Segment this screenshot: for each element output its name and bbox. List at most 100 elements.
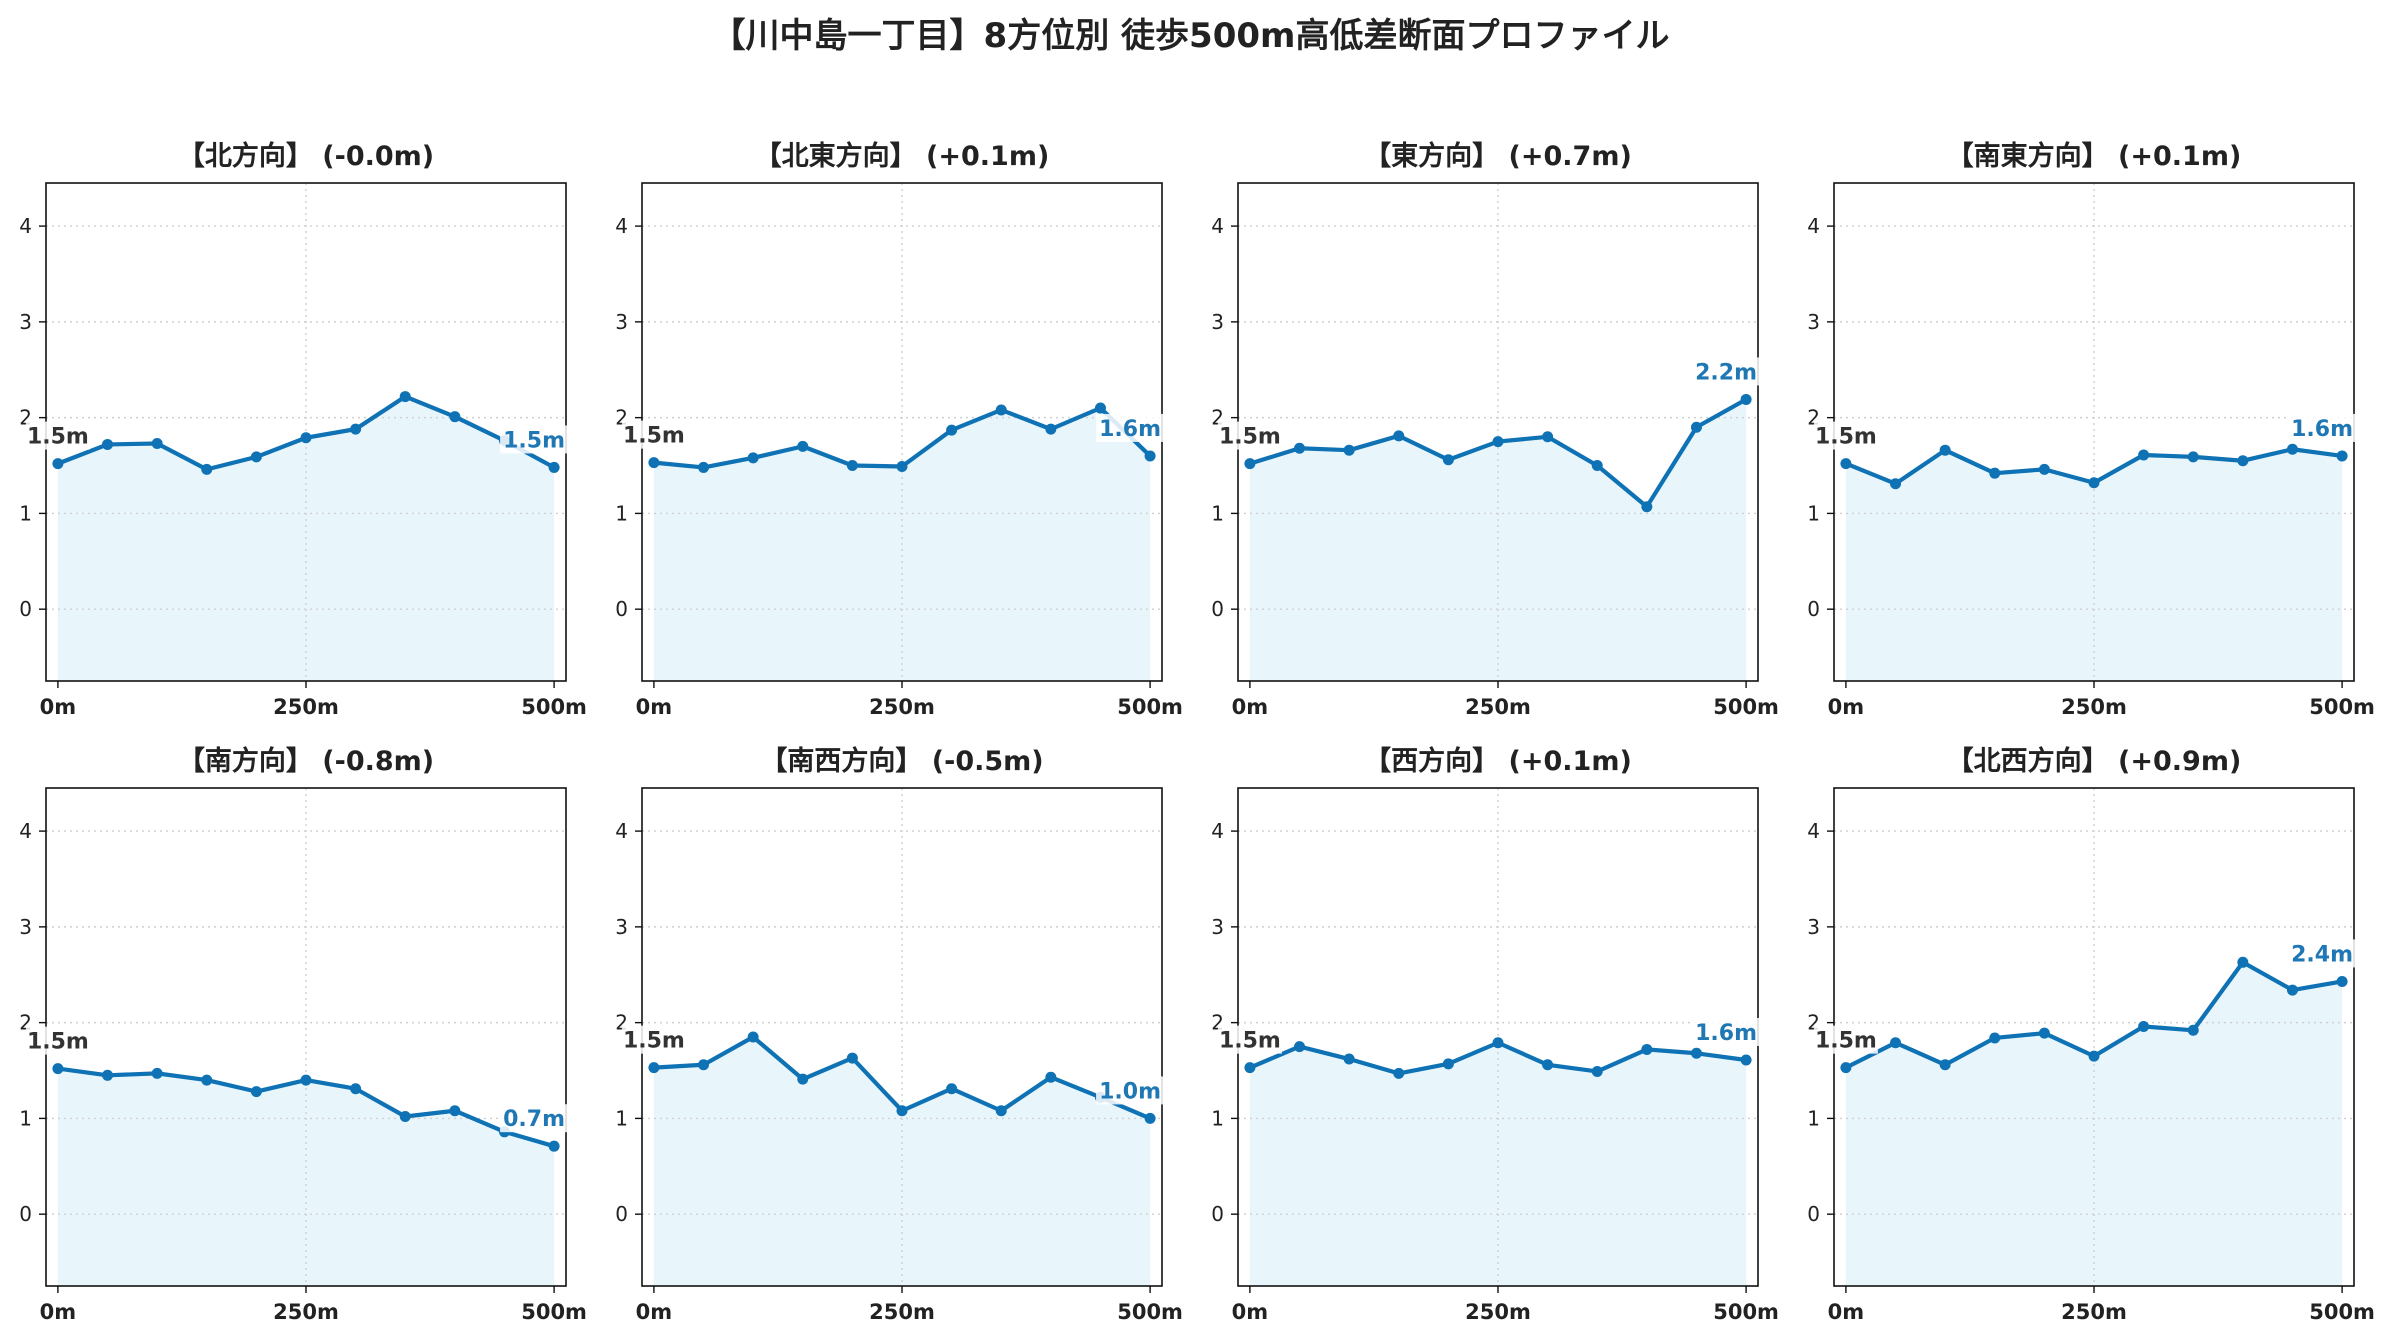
elevation-point	[1343, 444, 1355, 456]
elevation-point	[797, 1073, 809, 1085]
x-tick-label: 0m	[636, 1300, 673, 1324]
y-tick-label: 1	[1807, 501, 1820, 525]
elevation-point	[946, 424, 958, 436]
x-tick-label: 250m	[869, 695, 935, 719]
start-elevation-label: 1.5m	[1219, 1029, 1281, 1054]
end-elevation-label: 1.0m	[1099, 1079, 1161, 1104]
elevation-point	[2336, 450, 2348, 462]
x-tick-label: 500m	[1117, 1300, 1183, 1324]
y-tick-label: 1	[615, 501, 628, 525]
y-tick-label: 1	[19, 1106, 32, 1130]
y-tick-label: 0	[1807, 597, 1820, 621]
y-tick-label: 1	[1211, 501, 1224, 525]
y-tick-label: 1	[615, 1106, 628, 1130]
elevation-point	[1840, 1062, 1852, 1074]
elevation-point	[1442, 454, 1454, 466]
x-tick-label: 500m	[521, 695, 587, 719]
x-tick-label: 0m	[1232, 1300, 1269, 1324]
elevation-point	[1492, 1037, 1504, 1049]
elevation-area	[1249, 1042, 1747, 1286]
elevation-point	[1740, 393, 1752, 405]
elevation-point	[1740, 1054, 1752, 1066]
elevation-point	[1989, 1032, 2001, 1044]
start-elevation-label: 1.5m	[27, 425, 89, 450]
elevation-point	[52, 1063, 64, 1075]
elevation-point	[2138, 449, 2150, 461]
elevation-point	[449, 1105, 461, 1117]
panel-title: 【北西方向】 (+0.9m)	[1947, 745, 2242, 777]
elevation-point	[1890, 478, 1902, 490]
y-tick-label: 0	[615, 1202, 628, 1226]
y-tick-label: 4	[615, 214, 628, 238]
elevation-point	[1045, 423, 1057, 435]
panel-title: 【西方向】 (+0.1m)	[1364, 745, 1632, 777]
y-tick-label: 0	[615, 597, 628, 621]
x-tick-label: 500m	[1117, 695, 1183, 719]
elevation-point	[250, 1086, 262, 1098]
start-elevation-label: 1.5m	[27, 1030, 89, 1055]
x-tick-label: 500m	[1713, 1300, 1779, 1324]
elevation-point	[648, 1062, 660, 1074]
elevation-point	[350, 1083, 362, 1095]
y-tick-label: 0	[19, 597, 32, 621]
elevation-point	[399, 1110, 411, 1122]
elevation-point	[1939, 1059, 1951, 1071]
start-label-background	[1217, 421, 1282, 450]
elevation-point	[846, 460, 858, 472]
elevation-point	[698, 461, 710, 473]
elevation-point	[2038, 463, 2050, 475]
y-tick-label: 3	[1211, 915, 1224, 939]
end-label-background	[500, 425, 571, 454]
end-label-background	[1096, 1076, 1167, 1105]
panel-title: 【北東方向】 (+0.1m)	[755, 140, 1050, 172]
elevation-point	[399, 391, 411, 403]
x-tick-label: 500m	[521, 1300, 587, 1324]
elevation-area	[1249, 399, 1747, 681]
elevation-point	[250, 451, 262, 463]
elevation-point	[2286, 984, 2298, 996]
x-tick-label: 0m	[40, 1300, 77, 1324]
elevation-point	[548, 461, 560, 473]
x-tick-label: 250m	[2061, 1300, 2127, 1324]
x-tick-label: 0m	[636, 695, 673, 719]
elevation-point	[1641, 1043, 1653, 1055]
elevation-point	[300, 1074, 312, 1086]
elevation-point	[52, 458, 64, 470]
x-tick-label: 250m	[1465, 695, 1531, 719]
elevation-point	[2038, 1027, 2050, 1039]
x-tick-label: 0m	[1828, 1300, 1865, 1324]
y-tick-label: 3	[615, 310, 628, 334]
y-tick-label: 1	[1211, 1106, 1224, 1130]
x-tick-label: 500m	[1713, 695, 1779, 719]
x-tick-label: 250m	[1465, 1300, 1531, 1324]
elevation-point	[548, 1140, 560, 1152]
elevation-point	[2187, 1024, 2199, 1036]
elevation-point	[2286, 443, 2298, 455]
elevation-point	[1591, 1065, 1603, 1077]
elevation-point	[2088, 1050, 2100, 1062]
y-tick-label: 4	[1211, 819, 1224, 843]
end-label-background	[500, 1104, 571, 1133]
elevation-point	[797, 440, 809, 452]
elevation-point	[747, 452, 759, 464]
elevation-point	[1840, 458, 1852, 470]
elevation-area	[57, 1068, 555, 1286]
panel-title: 【東方向】 (+0.7m)	[1364, 140, 1632, 172]
start-elevation-label: 1.5m	[623, 1029, 685, 1054]
start-elevation-label: 1.5m	[1219, 425, 1281, 450]
y-tick-label: 0	[1211, 597, 1224, 621]
elevation-point	[1294, 442, 1306, 454]
y-tick-label: 4	[1807, 819, 1820, 843]
y-tick-label: 4	[615, 819, 628, 843]
start-label-background	[1217, 1025, 1282, 1054]
start-label-background	[621, 1025, 686, 1054]
start-label-background	[621, 420, 686, 449]
end-label-background	[1692, 357, 1763, 386]
elevation-point	[1690, 1047, 1702, 1059]
x-tick-label: 250m	[273, 695, 339, 719]
start-elevation-label: 1.5m	[623, 424, 685, 449]
